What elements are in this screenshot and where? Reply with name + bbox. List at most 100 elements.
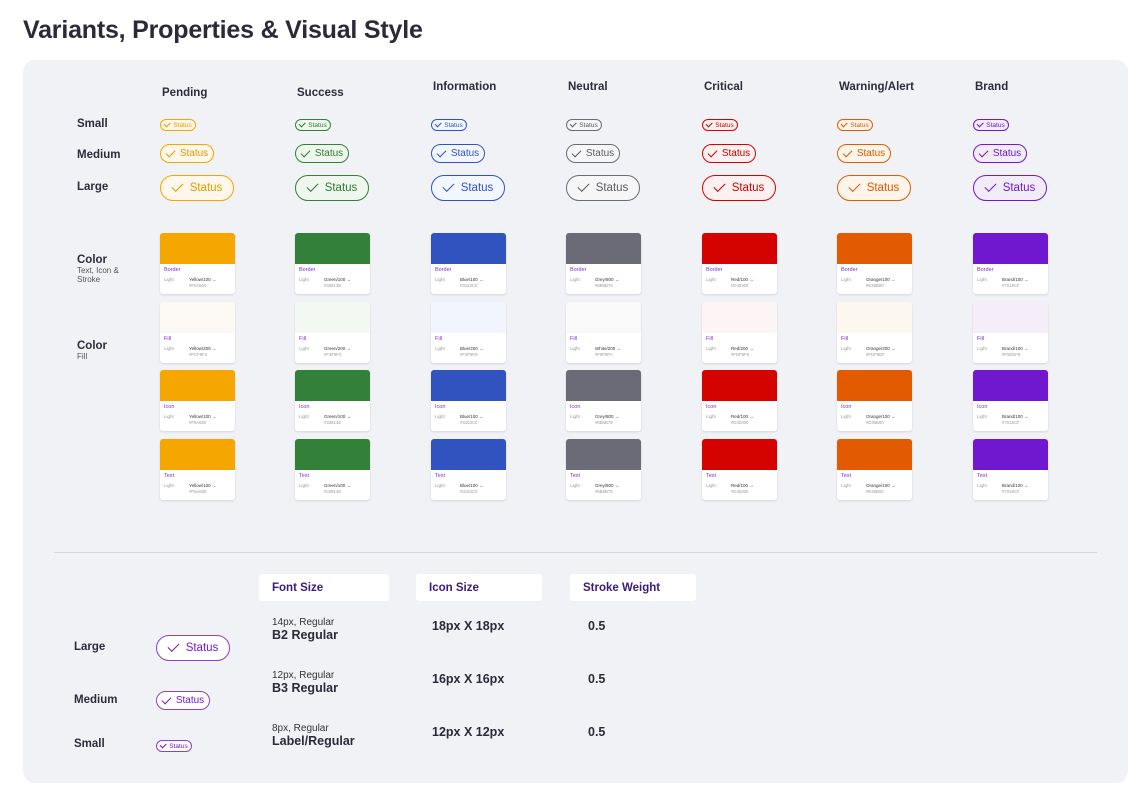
row-label-small: Small bbox=[77, 118, 108, 130]
swatch-card-success-fill: Fill Light Green/200 → #F3F8F3 bbox=[295, 302, 370, 363]
color-swatch bbox=[973, 233, 1048, 264]
check-icon bbox=[976, 120, 984, 128]
color-swatch bbox=[160, 302, 235, 333]
swatch-hex: #F5EEF8 bbox=[1002, 352, 1021, 357]
swatch-mode: Light bbox=[299, 277, 309, 282]
status-badge-brand-medium: Status bbox=[973, 144, 1027, 163]
check-icon bbox=[713, 179, 726, 193]
swatch-mode: Light bbox=[570, 346, 580, 351]
swatch-category: Text bbox=[299, 473, 310, 479]
swatch-category: Icon bbox=[435, 404, 446, 410]
check-icon bbox=[171, 179, 184, 193]
swatch-mode: Light bbox=[299, 414, 309, 419]
badge-label: Status bbox=[444, 121, 463, 129]
check-icon bbox=[442, 179, 455, 193]
color-swatch bbox=[295, 302, 370, 333]
swatch-hex: #338138 bbox=[324, 420, 341, 425]
column-header-critical: Critical bbox=[704, 81, 743, 93]
badge-label: Status bbox=[189, 182, 223, 194]
swatch-card-brand-fill: Fill Light Brand/100 → #F5EEF8 bbox=[973, 302, 1048, 363]
swatch-mode: Light bbox=[435, 277, 445, 282]
font-spec-large: 14px, Regular B2 Regular bbox=[272, 617, 338, 642]
swatch-mode: Light bbox=[164, 346, 174, 351]
spec-badge-small: Status bbox=[156, 740, 192, 752]
spec-size-medium: Medium bbox=[74, 694, 118, 706]
swatch-token: Grey/800 → bbox=[595, 277, 620, 282]
swatch-card-information-border: Border Light Blue/100 → #3153C0 bbox=[431, 233, 506, 294]
status-badge-brand-small: Status bbox=[973, 119, 1009, 131]
swatch-hex: #6B6B78 bbox=[595, 283, 613, 288]
swatch-category: Text bbox=[164, 473, 175, 479]
check-icon bbox=[159, 741, 167, 749]
swatch-category: Border bbox=[164, 267, 181, 273]
badge-label: Status bbox=[308, 121, 327, 129]
check-icon bbox=[707, 147, 718, 157]
font-style-name: B3 Regular bbox=[272, 681, 338, 695]
swatch-category: Icon bbox=[299, 404, 310, 410]
swatch-token: Orange/100 → bbox=[866, 277, 896, 282]
swatch-mode: Light bbox=[570, 414, 580, 419]
color-swatch bbox=[702, 439, 777, 470]
check-icon bbox=[306, 179, 319, 193]
spec-badge-medium: Status bbox=[156, 691, 210, 710]
badge-label: Status bbox=[856, 148, 886, 159]
swatch-mode: Light bbox=[164, 483, 174, 488]
check-icon bbox=[436, 147, 447, 157]
swatch-hex: #6B6B78 bbox=[595, 420, 613, 425]
color-swatch bbox=[702, 302, 777, 333]
status-badge-success-small: Status bbox=[295, 119, 331, 131]
swatch-hex: #338138 bbox=[324, 489, 341, 494]
swatch-category: Icon bbox=[570, 404, 581, 410]
swatch-card-success-text: Text Light Green/100 → #338138 bbox=[295, 439, 370, 500]
status-badge-information-large: Status bbox=[431, 175, 505, 201]
swatch-category: Fill bbox=[164, 336, 172, 342]
status-badge-critical-medium: Status bbox=[702, 144, 756, 163]
status-badge-warning-alert-small: Status bbox=[837, 119, 873, 131]
swatch-card-pending-text: Text Light Yellow/100 → #F5A600 bbox=[160, 439, 235, 500]
swatch-category: Text bbox=[570, 473, 581, 479]
font-size-detail: 12px, Regular bbox=[272, 670, 335, 681]
swatch-category: Icon bbox=[977, 404, 988, 410]
swatch-mode: Light bbox=[435, 414, 445, 419]
badge-label: Status bbox=[173, 121, 192, 129]
check-icon bbox=[569, 120, 577, 128]
check-icon bbox=[165, 147, 176, 157]
swatch-category: Border bbox=[977, 267, 994, 273]
color-label-stroke: Color Text, Icon & Stroke bbox=[77, 254, 129, 284]
status-badge-pending-large: Status bbox=[160, 175, 234, 201]
swatch-card-brand-icon: Icon Light Brand/100 → #7018CF bbox=[973, 370, 1048, 431]
row-label-large: Large bbox=[77, 181, 109, 193]
color-swatch bbox=[431, 439, 506, 470]
swatch-token: White/200 → bbox=[595, 346, 622, 351]
swatch-token: Grey/800 → bbox=[595, 483, 620, 488]
color-swatch bbox=[160, 370, 235, 401]
swatch-card-information-icon: Icon Light Blue/100 → #3153C0 bbox=[431, 370, 506, 431]
swatch-token: Brand/100 → bbox=[1002, 483, 1029, 488]
status-badge-brand-large: Status bbox=[973, 175, 1047, 201]
badge-label: Status bbox=[595, 182, 629, 194]
check-icon bbox=[840, 120, 848, 128]
swatch-category: Border bbox=[435, 267, 452, 273]
color-swatch bbox=[973, 439, 1048, 470]
swatch-card-success-border: Border Light Green/100 → #338138 bbox=[295, 233, 370, 294]
badge-label: Status bbox=[1002, 182, 1036, 194]
swatch-token: Yellow/100 → bbox=[189, 414, 217, 419]
swatch-category: Border bbox=[841, 267, 858, 273]
swatch-token: Red/100 → bbox=[731, 277, 754, 282]
swatch-card-critical-fill: Fill Light Red/200 → #FDF5F5 bbox=[702, 302, 777, 363]
swatch-token: Red/100 → bbox=[731, 483, 754, 488]
status-badge-information-medium: Status bbox=[431, 144, 485, 163]
check-icon bbox=[434, 120, 442, 128]
swatch-category: Border bbox=[706, 267, 723, 273]
swatch-card-warning-alert-text: Text Light Orange/100 → #E35B00 bbox=[837, 439, 912, 500]
color-swatch bbox=[160, 439, 235, 470]
icon-size-small: 12px X 12px bbox=[432, 725, 505, 739]
swatch-mode: Light bbox=[977, 277, 987, 282]
stroke-weight-medium: 0.5 bbox=[588, 672, 606, 686]
swatch-token: Brand/100 → bbox=[1002, 277, 1029, 282]
swatch-category: Fill bbox=[977, 336, 985, 342]
swatch-card-warning-alert-border: Border Light Orange/100 → #E35B00 bbox=[837, 233, 912, 294]
swatch-card-neutral-fill: Fill Light White/200 → #F9F9FA bbox=[566, 302, 641, 363]
color-swatch bbox=[566, 233, 641, 264]
swatch-category: Fill bbox=[570, 336, 578, 342]
